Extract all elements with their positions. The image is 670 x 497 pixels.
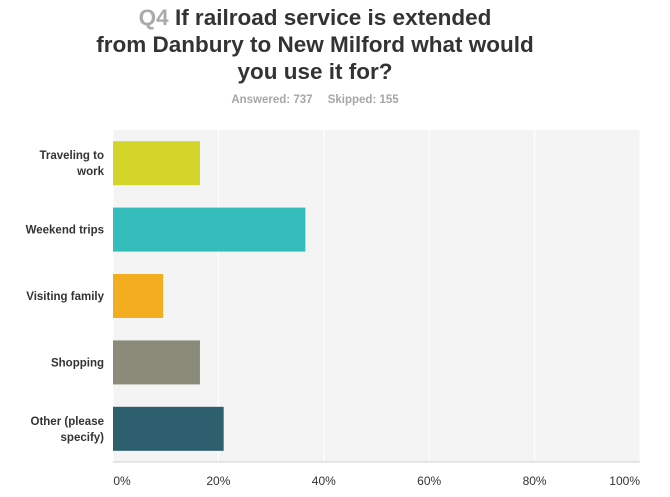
category-label: work — [76, 166, 104, 178]
category-label: Other (please — [31, 416, 105, 428]
plot-background — [113, 130, 640, 462]
category-label: Visiting family — [26, 291, 104, 303]
category-label: specify) — [61, 432, 105, 444]
category-label: Traveling to — [39, 150, 104, 162]
question-text-line2: from Danbury to New Milford what would — [96, 32, 534, 57]
question-number: Q4 — [138, 5, 169, 30]
question-text-line3: you use it for? — [237, 59, 393, 84]
answered-count: Answered: 737 — [231, 94, 313, 106]
x-tick-label: 100% — [609, 474, 640, 488]
response-stats: Answered: 737 Skipped: 155 — [0, 94, 630, 106]
x-tick-label: 20% — [206, 474, 230, 488]
bar — [113, 207, 306, 252]
bar — [113, 141, 200, 186]
bar — [113, 340, 200, 385]
x-tick-label: 80% — [523, 474, 547, 488]
bar — [113, 406, 224, 451]
question-text-line1: If railroad service is extended — [174, 5, 492, 30]
bar — [113, 274, 164, 318]
skipped-count: Skipped: 155 — [327, 94, 399, 106]
category-label: Shopping — [51, 357, 104, 369]
x-tick-label: 60% — [417, 474, 441, 488]
x-tick-label: 0% — [113, 474, 131, 488]
chart-title: Q4 If railroad service is extended from … — [60, 4, 570, 85]
x-tick-label: 40% — [312, 474, 336, 488]
category-label: Weekend trips — [26, 225, 104, 237]
